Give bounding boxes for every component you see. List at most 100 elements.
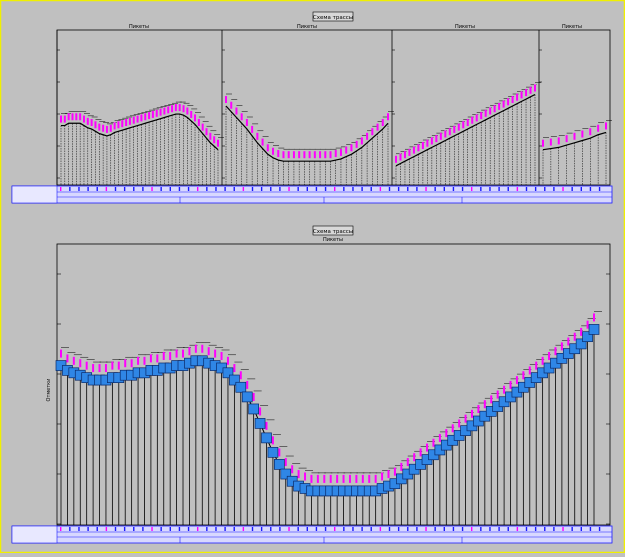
- station-marker: [235, 381, 247, 393]
- station-marker: [254, 418, 266, 429]
- bottom-table-mark: [534, 527, 537, 531]
- elevation-label: [72, 356, 75, 365]
- elevation-label: [109, 124, 112, 132]
- elevation-label: [480, 112, 483, 120]
- top-table-mark: [443, 187, 445, 191]
- bottom-table-mark: [114, 527, 117, 531]
- top-view-title: Схема трассы: [313, 15, 353, 21]
- elevation-label: [75, 113, 78, 121]
- station-marker: [248, 403, 260, 415]
- top-table-header-cell: [11, 185, 58, 204]
- elevation-label: [60, 349, 62, 358]
- elevation-label: [581, 130, 584, 138]
- bottom-view-frame: [56, 243, 611, 526]
- elevation-label: [125, 119, 128, 126]
- elevation-label: [251, 125, 254, 133]
- bottom-table-mark: [260, 527, 263, 531]
- elevation-label: [102, 124, 105, 132]
- elevation-label: [534, 84, 536, 92]
- elevation-label: [589, 128, 592, 136]
- elevation-label: [252, 392, 255, 401]
- top-view-frame: [56, 29, 611, 186]
- elevation-label: [586, 320, 589, 329]
- top-table-mark: [598, 187, 601, 191]
- elevation-label: [528, 366, 531, 375]
- elevation-label: [265, 421, 268, 430]
- top-table-mark: [233, 187, 235, 191]
- bottom-table-mark: [160, 527, 162, 531]
- elevation-label: [334, 150, 337, 158]
- top-panel-4: [538, 30, 612, 185]
- elevation-label: [98, 364, 101, 373]
- station-marker: [229, 374, 240, 386]
- bottom-table-mark: [516, 527, 519, 531]
- elevation-label: [477, 405, 480, 414]
- elevation-label: [194, 114, 197, 122]
- elevation-label: [178, 104, 181, 112]
- top-table-mark: [361, 187, 363, 191]
- elevation-label: [266, 144, 269, 152]
- top-table-mark: [306, 187, 308, 191]
- top-table-mark: [160, 187, 162, 191]
- top-table-mark: [78, 187, 80, 191]
- station-marker: [575, 338, 587, 350]
- elevation-label: [156, 354, 159, 363]
- elevation-label: [201, 123, 204, 131]
- top-table-mark: [516, 187, 519, 191]
- elevation-label: [174, 104, 177, 112]
- elevation-label: [471, 116, 474, 124]
- elevation-label: [444, 130, 447, 138]
- bottom-data-table: [11, 525, 613, 544]
- top-title-box: [312, 11, 354, 22]
- elevation-label: [520, 91, 523, 99]
- elevation-label: [448, 128, 451, 136]
- top-table-mark: [553, 187, 555, 191]
- elevation-label: [457, 123, 460, 131]
- elevation-label: [261, 138, 264, 146]
- elevation-label: [124, 359, 127, 368]
- elevation-label: [511, 96, 514, 103]
- elevation-label: [387, 113, 389, 121]
- top-table-mark: [580, 187, 582, 191]
- elevation-label: [400, 462, 403, 471]
- elevation-label: [82, 115, 85, 123]
- bottom-view-title: Схема трассы: [313, 229, 353, 235]
- elevation-label: [329, 151, 332, 159]
- elevation-label: [230, 101, 233, 109]
- top-table-mark: [114, 187, 117, 191]
- bottom-table-mark: [571, 527, 573, 531]
- elevation-label: [278, 448, 281, 457]
- bottom-table-mark: [480, 527, 482, 531]
- elevation-label: [137, 356, 140, 365]
- elevation-label: [371, 128, 374, 136]
- elevation-label: [464, 414, 467, 423]
- elevation-label: [426, 139, 429, 147]
- elevation-label: [117, 361, 120, 370]
- elevation-label: [169, 351, 172, 360]
- elevation-label: [493, 105, 496, 113]
- bottom-table-mark: [242, 527, 245, 531]
- elevation-label: [509, 380, 512, 389]
- ground-profile: [542, 131, 607, 151]
- bottom-table-header-cell: [11, 525, 58, 544]
- top-panel-1: [56, 30, 224, 185]
- elevation-label: [462, 121, 465, 129]
- top-table-mark: [562, 187, 564, 191]
- top-table-mark: [525, 187, 528, 191]
- top-table-mark: [589, 187, 592, 191]
- elevation-label: [395, 155, 397, 163]
- top-table-mark: [206, 187, 208, 191]
- top-table-mark: [334, 187, 336, 191]
- top-table-mark: [105, 187, 108, 191]
- top-table-frame: [11, 185, 613, 204]
- elevation-label: [522, 371, 525, 380]
- elevation-label: [235, 107, 238, 115]
- top-table-mark: [425, 187, 427, 191]
- elevation-label: [233, 364, 236, 373]
- bottom-view-header: Пикеты: [323, 237, 343, 243]
- bottom-table-mark: [324, 527, 327, 531]
- elevation-label: [287, 151, 290, 159]
- top-table-mark: [489, 187, 491, 191]
- bottom-table-mark: [224, 527, 226, 531]
